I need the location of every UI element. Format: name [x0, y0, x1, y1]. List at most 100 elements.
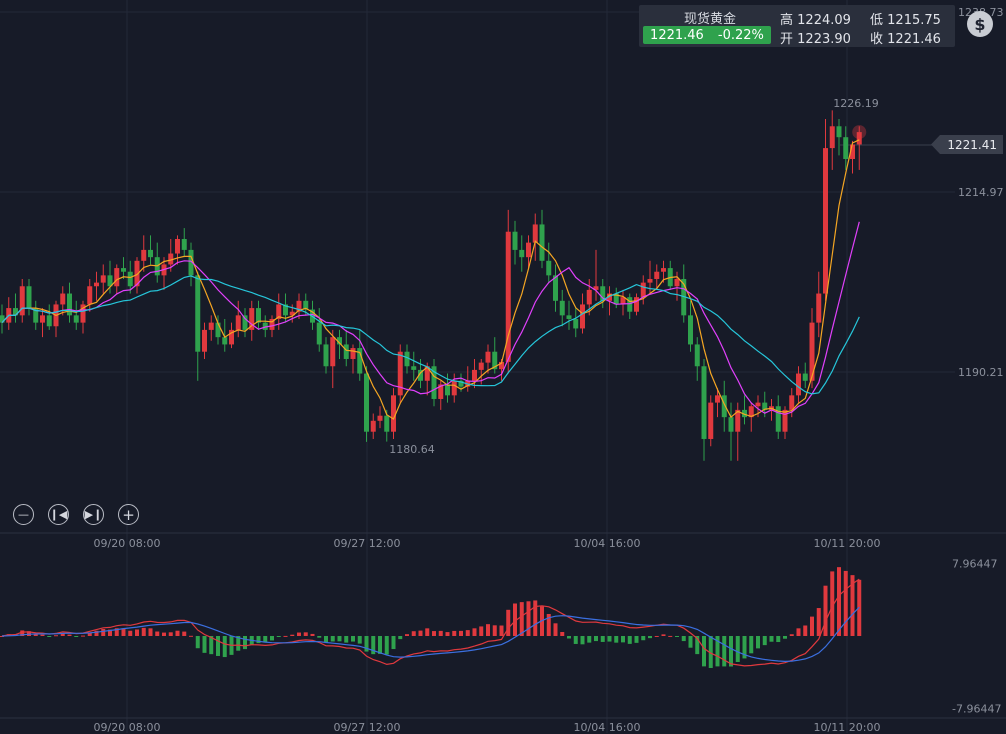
open-label: 开	[780, 32, 794, 47]
macd-bar	[519, 602, 524, 636]
candle-body	[586, 289, 592, 305]
macd-bar	[452, 630, 457, 636]
macd-bar	[371, 636, 376, 655]
macd-bar	[236, 636, 241, 651]
candle-body	[107, 275, 113, 287]
macd-bar	[816, 608, 821, 636]
candle-body	[94, 282, 99, 287]
candle-body	[647, 278, 653, 283]
candle-body	[121, 268, 126, 272]
macd-bar	[843, 570, 848, 636]
macd-bar	[263, 636, 268, 643]
macd-bar	[776, 636, 781, 643]
macd-bar	[573, 636, 578, 644]
macd-bar	[317, 636, 322, 638]
candle-body	[411, 366, 417, 370]
zoom-in-button[interactable]: +	[118, 504, 139, 525]
macd-bar	[533, 600, 538, 636]
macd-bar	[182, 631, 187, 636]
macd-bar	[310, 633, 315, 636]
macd-bar	[162, 632, 166, 636]
candle-body	[235, 315, 241, 330]
macd-bar	[486, 624, 490, 636]
instrument-name: 现货黄金	[683, 12, 736, 27]
scroll-end-button[interactable]: ▶❙	[83, 504, 104, 525]
candle-body	[127, 271, 133, 287]
macd-bar	[830, 571, 835, 636]
candle-body	[573, 318, 579, 329]
macd-bar	[121, 628, 126, 636]
candle-body	[391, 395, 396, 432]
candle-body	[620, 297, 626, 305]
zoom-out-button[interactable]: —	[13, 504, 34, 525]
candle-body	[850, 144, 855, 160]
candle-body	[323, 344, 329, 367]
macd-bar	[661, 634, 666, 636]
current-price: 1221.46	[650, 27, 704, 43]
macd-bar	[783, 636, 787, 639]
macd-bar	[796, 628, 801, 636]
macd-bar	[222, 636, 227, 658]
candle-body	[816, 293, 822, 323]
high-label: 高	[780, 13, 794, 28]
macd-bar	[580, 636, 585, 645]
macd-bar	[405, 634, 409, 636]
candle-body	[364, 373, 369, 432]
x-tick-label: 09/27 12:00	[334, 537, 401, 550]
macd-bar	[445, 632, 450, 636]
macd-bar	[391, 636, 396, 650]
macd-bar	[344, 636, 349, 643]
macd-bar	[330, 636, 335, 642]
candle-body	[546, 260, 552, 276]
candle-body	[512, 231, 518, 250]
ma-fast-line	[1, 139, 860, 420]
macd-x-tick-label: 10/11 20:00	[814, 721, 881, 734]
macd-y-tick-label: -7.96447	[952, 702, 1001, 715]
macd-bar	[627, 636, 632, 644]
macd-bar	[384, 636, 389, 655]
candle-body	[613, 293, 619, 305]
plus-circle-icon: +	[122, 505, 135, 524]
macd-bar	[675, 636, 679, 637]
macd-bar	[101, 628, 106, 636]
high-stat: 高 1224.09	[780, 9, 851, 28]
macd-bar	[283, 635, 288, 637]
candle-body	[694, 344, 700, 367]
macd-bar	[749, 636, 754, 654]
macd-bar	[141, 627, 146, 636]
change-percent: -0.22%	[717, 27, 764, 43]
macd-bar	[850, 575, 855, 636]
candle-body	[553, 275, 558, 301]
candle-body	[229, 329, 234, 345]
candle-body	[249, 308, 255, 330]
candle-body	[256, 308, 261, 323]
candle-body	[607, 293, 612, 301]
macd-bar	[702, 636, 706, 667]
candle-body	[19, 286, 25, 316]
candle-body	[181, 238, 187, 250]
macd-bar	[715, 636, 720, 667]
y-tick-label: 1190.21	[958, 366, 1004, 379]
candle-body	[26, 286, 32, 309]
macd-bar	[560, 632, 565, 636]
macd-bar	[688, 636, 693, 648]
scroll-start-button[interactable]: ❙◀	[48, 504, 69, 525]
candle-body	[748, 406, 754, 418]
macd-bar	[506, 609, 511, 636]
max-price-annotation: 1226.19	[833, 97, 879, 110]
dollar-icon[interactable]: $	[967, 11, 993, 37]
macd-bar	[81, 635, 85, 637]
macd-bar	[357, 636, 362, 644]
macd-bar	[654, 635, 659, 637]
macd-bar	[425, 628, 430, 636]
macd-bar	[695, 636, 700, 655]
macd-bar	[270, 636, 274, 641]
macd-bar	[47, 636, 52, 637]
ma-mid-line	[1, 221, 860, 415]
minus-circle-icon: —	[18, 508, 29, 521]
x-tick-label: 09/20 08:00	[94, 537, 161, 550]
candle-body	[735, 409, 741, 432]
candle-body	[148, 249, 153, 258]
macd-bar	[729, 636, 733, 667]
